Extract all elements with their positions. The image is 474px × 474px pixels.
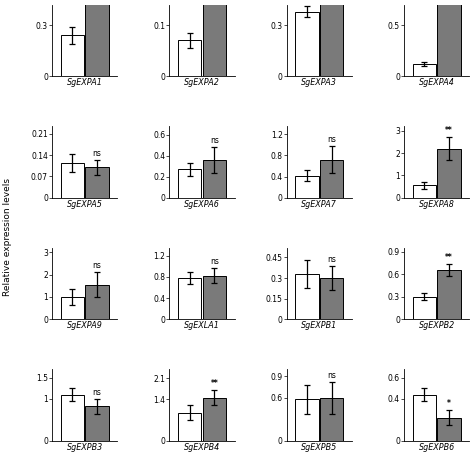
- Bar: [295, 175, 319, 198]
- Bar: [85, 0, 109, 76]
- X-axis label: SgEXPB5: SgEXPB5: [301, 443, 337, 452]
- Bar: [320, 398, 343, 441]
- Bar: [295, 11, 319, 76]
- Bar: [203, 398, 226, 441]
- Text: **: **: [445, 126, 453, 135]
- Bar: [295, 400, 319, 441]
- X-axis label: SgEXPA2: SgEXPA2: [184, 78, 220, 87]
- X-axis label: SgEXPB3: SgEXPB3: [67, 443, 103, 452]
- X-axis label: SgEXPB1: SgEXPB1: [301, 321, 337, 330]
- Bar: [61, 163, 84, 198]
- Bar: [320, 278, 343, 319]
- Bar: [178, 278, 201, 319]
- X-axis label: SgEXPA8: SgEXPA8: [419, 200, 455, 209]
- Text: ns: ns: [92, 148, 101, 157]
- Text: **: **: [445, 253, 453, 262]
- Bar: [438, 270, 461, 319]
- Bar: [203, 160, 226, 198]
- Bar: [438, 149, 461, 198]
- Bar: [413, 185, 436, 198]
- Bar: [203, 0, 226, 76]
- Text: **: **: [210, 379, 218, 388]
- Bar: [178, 40, 201, 76]
- X-axis label: SgEXPA4: SgEXPA4: [419, 78, 455, 87]
- Text: ns: ns: [327, 135, 336, 144]
- Bar: [85, 406, 109, 441]
- X-axis label: SgEXPA3: SgEXPA3: [301, 78, 337, 87]
- Text: ns: ns: [92, 388, 101, 397]
- X-axis label: SgEXPB6: SgEXPB6: [419, 443, 455, 452]
- Bar: [61, 297, 84, 319]
- X-axis label: SgEXPA7: SgEXPA7: [301, 200, 337, 209]
- Bar: [61, 36, 84, 76]
- Bar: [413, 297, 436, 319]
- Bar: [438, 0, 461, 76]
- Bar: [203, 276, 226, 319]
- Text: ns: ns: [210, 136, 219, 145]
- Text: Relative expression levels: Relative expression levels: [3, 178, 11, 296]
- Text: ns: ns: [327, 255, 336, 264]
- X-axis label: SgEXPA1: SgEXPA1: [67, 78, 103, 87]
- Text: ns: ns: [92, 261, 101, 270]
- X-axis label: SgEXPA5: SgEXPA5: [67, 200, 103, 209]
- X-axis label: SgEXPB2: SgEXPB2: [419, 321, 455, 330]
- X-axis label: SgEXLA1: SgEXLA1: [184, 321, 220, 330]
- Text: ns: ns: [210, 257, 219, 266]
- Bar: [320, 0, 343, 76]
- Bar: [61, 394, 84, 441]
- Text: ns: ns: [327, 371, 336, 380]
- Bar: [413, 64, 436, 76]
- Bar: [85, 167, 109, 198]
- Bar: [85, 285, 109, 319]
- Bar: [295, 274, 319, 319]
- X-axis label: SgEXPA9: SgEXPA9: [67, 321, 103, 330]
- X-axis label: SgEXPA6: SgEXPA6: [184, 200, 220, 209]
- Bar: [413, 394, 436, 441]
- Bar: [438, 418, 461, 441]
- Bar: [320, 160, 343, 198]
- Text: *: *: [447, 399, 451, 408]
- X-axis label: SgEXPB4: SgEXPB4: [184, 443, 220, 452]
- Bar: [178, 169, 201, 198]
- Bar: [178, 412, 201, 441]
